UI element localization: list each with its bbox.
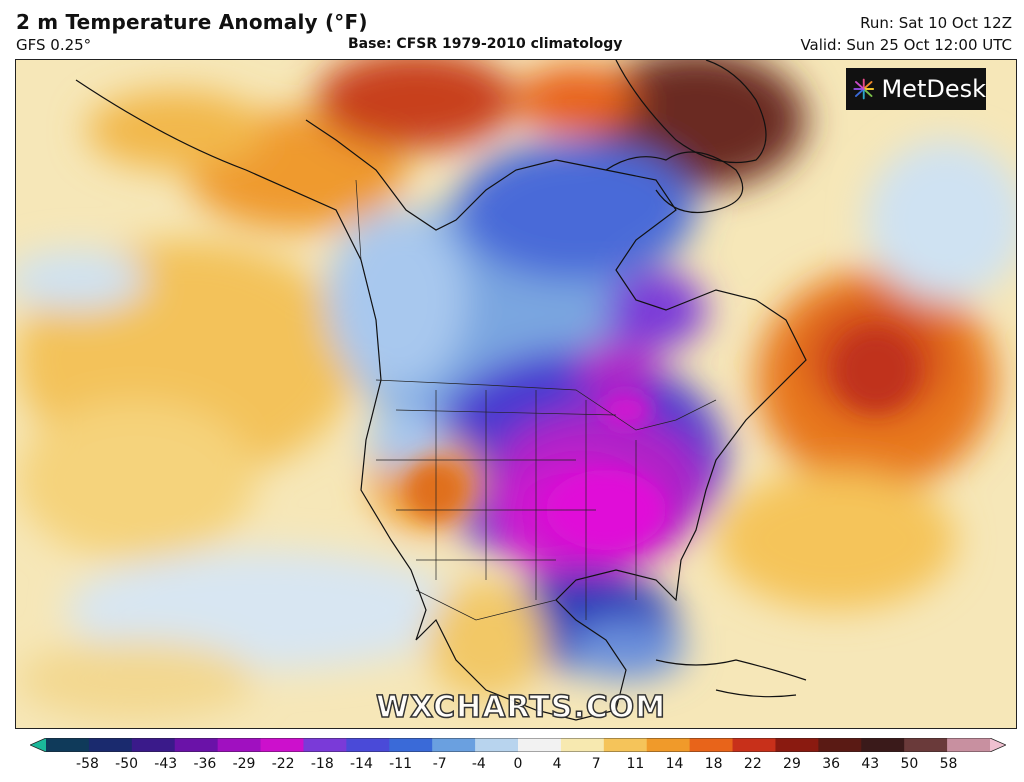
base-climatology-label: Base: CFSR 1979-2010 climatology — [348, 36, 623, 52]
model-label: GFS 0.25° — [16, 36, 92, 54]
colorbar-segment — [646, 738, 691, 752]
colorbar-tick-label: 18 — [704, 756, 723, 772]
colorbar-tick-label: -7 — [432, 756, 447, 772]
colorbar-tick-label: -50 — [115, 756, 139, 772]
colorbar-tick-label: 58 — [939, 756, 958, 772]
colorbar-tick-label: -36 — [193, 756, 217, 772]
colorbar-extend-high — [990, 738, 1006, 752]
colorbar-segment — [560, 738, 605, 752]
colorbar-tick-label: 11 — [626, 756, 645, 772]
colorbar-segment — [346, 738, 390, 752]
colorbar-segment — [46, 738, 90, 752]
colorbar-segment — [432, 738, 476, 752]
colorbar-segment — [217, 738, 262, 752]
colorbar-segment — [818, 738, 862, 752]
colorbar — [30, 738, 1006, 752]
political-borders — [355, 179, 717, 621]
colorbar-segment — [861, 738, 905, 752]
colorbar-tick-label: -14 — [350, 756, 373, 772]
colorbar-tick-label: 29 — [783, 756, 801, 772]
anomaly-map: MetDesk WXCHARTS.COM — [15, 59, 1017, 729]
anomaly-map-svg — [16, 60, 1016, 728]
anomaly-field — [16, 60, 1016, 720]
colorbar-tick-label: -43 — [154, 756, 178, 772]
colorbar-tick-label: 0 — [513, 756, 523, 772]
colorbar-tick-label: 14 — [665, 756, 684, 772]
coastlines — [75, 60, 807, 721]
colorbar-segment — [947, 738, 991, 752]
colorbar-tick-label: -4 — [471, 756, 486, 772]
colorbar-segment — [131, 738, 176, 752]
colorbar-segment — [904, 738, 948, 752]
run-label: Run: Sat 10 Oct 12Z — [860, 14, 1012, 32]
colorbar-segment — [174, 738, 219, 752]
colorbar-tick-label: -22 — [271, 756, 295, 772]
colorbar-ticks: -58 -50 -43 -36 -29 -22 -18 -14 -11 -7 -4 0 4 7 11 14 18… — [0, 756, 1024, 780]
colorbar-segment — [88, 738, 133, 752]
map-title: 2 m Temperature Anomaly (°F) — [16, 10, 368, 34]
colorbar-segment — [603, 738, 648, 752]
colorbar-segment — [260, 738, 305, 752]
metdesk-logo: MetDesk — [846, 68, 986, 110]
colorbar-extend-low — [30, 738, 46, 752]
colorbar-tick-label: 22 — [743, 756, 762, 772]
colorbar-segment — [689, 738, 734, 752]
colorbar-segment — [518, 738, 562, 752]
valid-time-label: Valid: Sun 25 Oct 12:00 UTC — [800, 36, 1012, 54]
colorbar-tick-label: 50 — [900, 756, 919, 772]
colorbar-tick-label: -58 — [76, 756, 99, 772]
colorbar-tick-label: 4 — [552, 756, 562, 772]
colorbar-segment — [775, 738, 819, 752]
colorbar-tick-label: 43 — [861, 756, 880, 772]
colorbar-tick-label: 7 — [591, 756, 601, 772]
wxcharts-watermark: WXCHARTS.COM — [375, 689, 667, 726]
colorbar-segment — [303, 738, 347, 752]
colorbar-segment — [732, 738, 777, 752]
colorbar-tick-label: 36 — [822, 756, 841, 772]
colorbar-tick-label: -29 — [232, 756, 256, 772]
colorbar-segment — [475, 738, 519, 752]
metdesk-logo-text: MetDesk — [881, 75, 986, 103]
metdesk-star-logo — [853, 78, 875, 100]
colorbar-tick-label: -11 — [389, 756, 413, 772]
colorbar-tick-label: -18 — [310, 756, 334, 772]
colorbar-segment — [389, 738, 433, 752]
